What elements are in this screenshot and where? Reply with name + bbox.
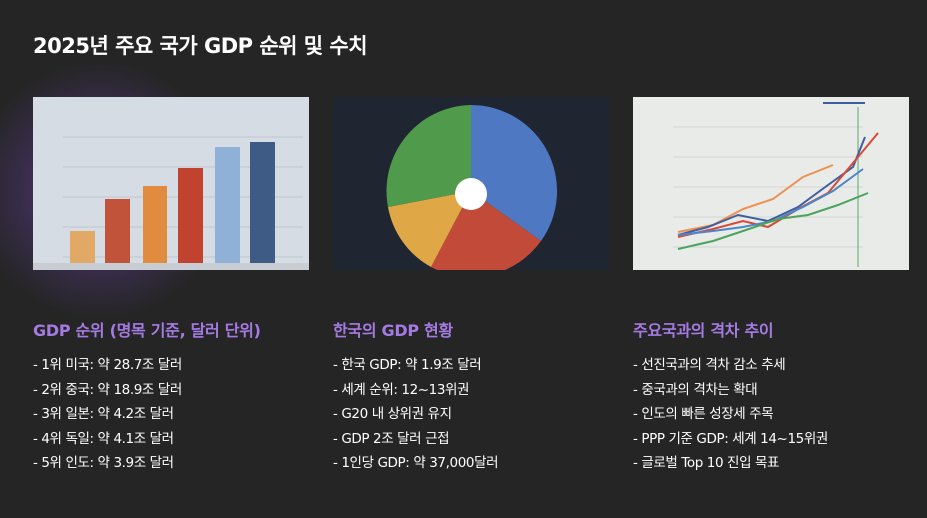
- list-item: - PPP 기준 GDP: 세계 14~15위권: [633, 430, 828, 447]
- section-heading: 한국의 GDP 현황: [333, 321, 453, 340]
- list-item: - 한국 GDP: 약 1.9조 달러: [333, 357, 482, 373]
- title: 2025년 주요 국가 GDP 순위 및 수치: [33, 34, 368, 58]
- list: - 선진국과의 격차 감소 추세 - 중국과의 격차는 확대 - 인도의 빠른 …: [633, 353, 909, 476]
- list-item: - 중국과의 격차는 확대: [633, 381, 758, 398]
- list-item: - G20 내 상위권 유지: [333, 406, 452, 422]
- list-item: - 5위 인도: 약 3.9조 달러: [33, 455, 174, 471]
- list-item: - GDP 2조 달러 근접: [333, 430, 450, 447]
- list-item: - 1인당 GDP: 약 37,000달러: [333, 455, 499, 471]
- list-item: - 세계 순위: 12~13위권: [333, 381, 470, 398]
- list-item: - 인도의 빠른 성장세 주목: [633, 406, 774, 422]
- list-item: - 글로벌 Top 10 진입 목표: [633, 455, 780, 471]
- list: - 1위 미국: 약 28.7조 달러 - 2위 중국: 약 18.9조 달러 …: [33, 353, 309, 476]
- list-item: - 4위 독일: 약 4.1조 달러: [33, 430, 174, 447]
- list-item: - 2위 중국: 약 18.9조 달러: [33, 381, 182, 398]
- section-heading: GDP 순위 (명목 기준, 달러 단위): [33, 321, 261, 340]
- card: 주요국과의 격차 추이 - 선진국과의 격차 감소 추세 - 중국과의 격차는 …: [633, 97, 909, 476]
- pie-illustration: [333, 97, 609, 270]
- line-illustration: [633, 97, 909, 270]
- bar-illustration: [33, 97, 309, 270]
- list-item: - 3위 일본: 약 4.2조 달러: [33, 406, 174, 422]
- section-heading: 주요국과의 격차 추이: [633, 321, 774, 340]
- card: 한국의 GDP 현황 - 한국 GDP: 약 1.9조 달러 - 세계 순위: …: [333, 97, 609, 476]
- list-item: - 선진국과의 격차 감소 추세: [633, 357, 786, 373]
- card: GDP 순위 (명목 기준, 달러 단위) - 1위 미국: 약 28.7조 달…: [33, 97, 309, 476]
- list: - 한국 GDP: 약 1.9조 달러 - 세계 순위: 12~13위권 - G…: [333, 353, 609, 476]
- list-item: - 1위 미국: 약 28.7조 달러: [33, 357, 182, 373]
